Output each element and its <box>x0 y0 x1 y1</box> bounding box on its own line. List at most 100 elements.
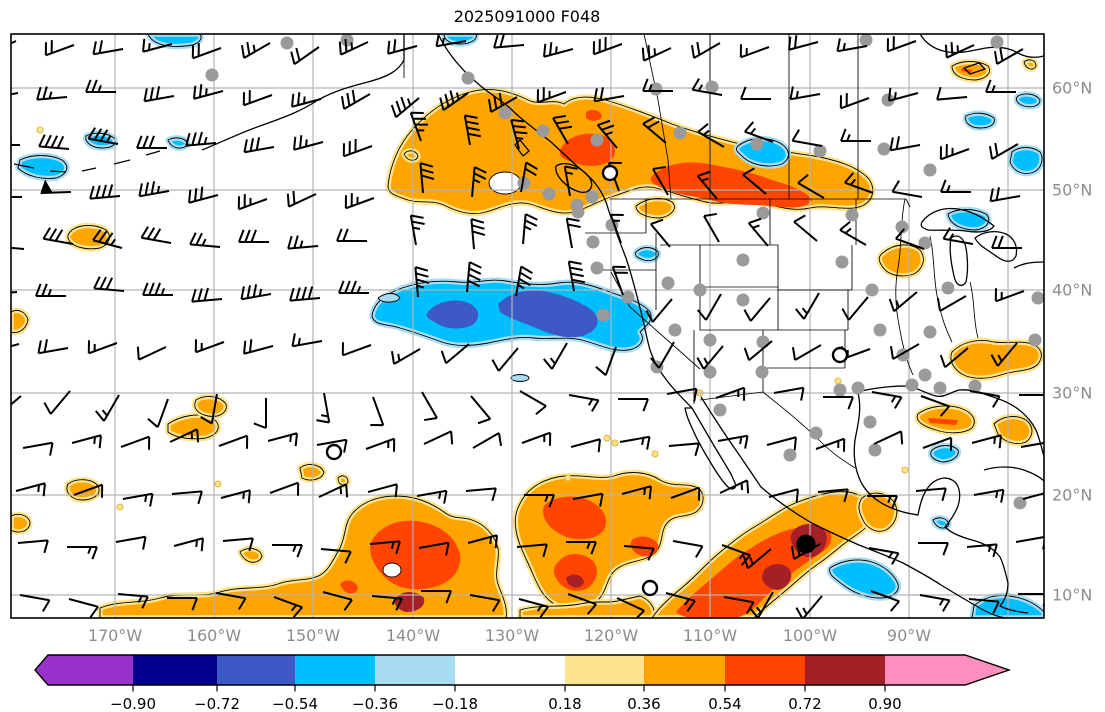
colorbar-tick-label: 0.90 <box>868 695 901 712</box>
wind-barb <box>318 483 349 498</box>
wind-barb <box>543 42 574 58</box>
wind-barb <box>742 548 772 570</box>
wind-barb <box>719 479 750 494</box>
wind-barb <box>421 391 438 422</box>
anomaly-contour-small-orange-e <box>194 396 227 417</box>
anomaly-contour-southeast-orange <box>950 340 1042 379</box>
station-dot <box>750 137 764 151</box>
anomaly-contour-cyan-top-left-1 <box>85 132 116 149</box>
wind-barb <box>742 167 767 195</box>
wind-barb <box>493 34 525 49</box>
colorbar-segment <box>644 655 725 685</box>
station-dot <box>542 187 556 201</box>
wind-barb <box>740 86 771 100</box>
anomaly-contour-bottom-center-positive <box>99 495 507 618</box>
wind-barb <box>67 546 98 560</box>
wind-barb <box>886 36 917 53</box>
colorbar-outline <box>34 654 1012 686</box>
coastline <box>920 207 995 233</box>
wind-barb <box>37 339 69 355</box>
wind-barb <box>215 592 247 610</box>
wind-barb <box>971 434 1002 449</box>
wind-barb <box>920 395 950 417</box>
coastline <box>963 62 986 75</box>
wind-barb <box>11 343 20 348</box>
wind-barb <box>696 170 718 200</box>
wind-barb <box>747 217 769 247</box>
wind-barb <box>189 232 221 248</box>
wind-barb <box>365 437 396 452</box>
wind-barb <box>744 121 774 143</box>
wind-barb <box>220 489 251 504</box>
wind-barb <box>418 541 450 556</box>
wind-barb <box>524 494 555 508</box>
wind-barb <box>115 535 147 550</box>
colorbar-segment <box>455 655 565 685</box>
wind-barb <box>749 591 774 618</box>
longitude-label: 120°W <box>584 626 639 645</box>
wind-barb <box>390 348 421 365</box>
colorbar-tick-label: 0.18 <box>548 695 581 712</box>
wind-barb <box>188 186 219 204</box>
anomaly-contour-small-orange-b <box>403 150 419 161</box>
station-dot <box>461 71 475 85</box>
wind-barb <box>191 43 222 60</box>
colorbar-segment <box>133 655 217 685</box>
anomaly-contour-cyan-top-edge-2 <box>443 34 477 45</box>
wind-barb <box>650 341 675 369</box>
wind-barb <box>565 217 581 249</box>
wind-barb <box>423 430 454 445</box>
wind-barb <box>889 136 921 152</box>
latitude-label: 50°N <box>1052 181 1092 200</box>
open-circle-marker <box>831 346 849 364</box>
longitude-label: 160°W <box>187 626 242 645</box>
station-dot <box>673 126 687 140</box>
station-dot <box>851 381 865 395</box>
wind-barb <box>868 547 900 565</box>
storm-center-marker <box>796 534 816 554</box>
wind-barb <box>469 594 501 612</box>
wind-barb <box>470 395 492 425</box>
anomaly-contour-small-orange-g <box>337 475 349 486</box>
colorbar-tick-label: −0.36 <box>352 695 398 712</box>
station-dot <box>590 133 604 147</box>
map-plot-area <box>11 34 1044 618</box>
wind-barb <box>743 297 771 322</box>
wind-barb <box>338 280 369 294</box>
latitude-label: 10°N <box>1052 586 1092 605</box>
colorbar-tick-label: −0.90 <box>110 695 156 712</box>
wind-barb <box>243 339 274 355</box>
wind-barb <box>936 295 967 312</box>
anomaly-region-yucatan-cyan-tiny <box>930 515 952 531</box>
khaki-speck <box>36 126 44 134</box>
wind-barb <box>142 38 173 53</box>
wind-barb <box>439 90 469 112</box>
wind-barb <box>793 214 818 242</box>
wind-barb <box>516 543 548 558</box>
anomaly-contour-small-orange-h <box>239 548 263 563</box>
wind-barb <box>11 291 18 294</box>
wind-barb <box>939 347 969 369</box>
wind-barb <box>990 342 1018 367</box>
wind-barb <box>915 487 947 502</box>
wind-barb <box>1018 593 1044 607</box>
colorbar-segment <box>725 655 805 685</box>
station-dot <box>865 283 879 297</box>
wind-barb <box>595 346 617 376</box>
wind-barb <box>1019 394 1044 408</box>
station-dot <box>736 253 750 267</box>
anomaly-contour-yucatan-cyan-tiny <box>932 517 950 529</box>
wind-barb <box>387 39 418 55</box>
colorbar: −0.90 −0.72 −0.54 −0.36 −0.18 0.18 0.36 0.54 0.7… <box>34 654 1012 712</box>
station-dot <box>756 335 770 349</box>
anomaly-region-cyan-right-3 <box>1013 91 1043 110</box>
wind-barb <box>616 597 645 618</box>
wind-barb <box>592 37 623 56</box>
wind-barb <box>289 286 321 302</box>
colorbar-tick-label: −0.72 <box>194 695 240 712</box>
anomaly-contour-cyan-top-edge-1 <box>147 34 202 47</box>
anomaly-contour-corner-cyan <box>971 595 1044 618</box>
wind-barb <box>491 347 519 372</box>
wind-barb <box>87 127 119 145</box>
